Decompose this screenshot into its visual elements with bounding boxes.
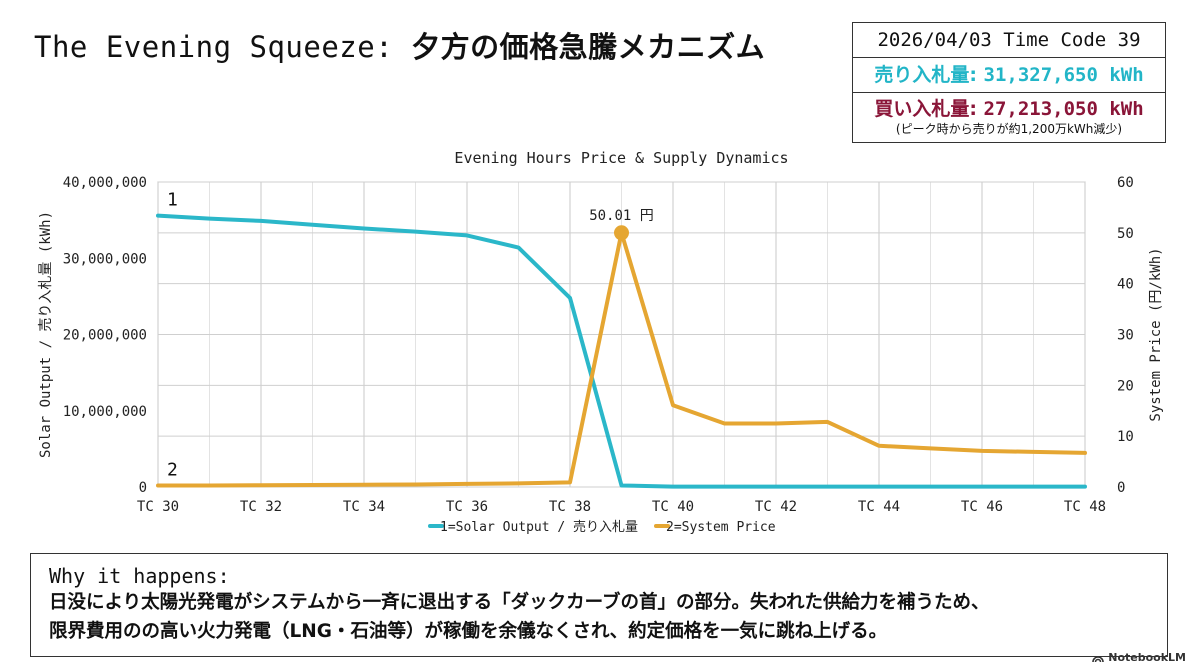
explanation-heading: Why it happens:: [49, 564, 230, 588]
explanation-box: Why it happens: 日没により太陽光発電がシステムから一斉に退出する…: [30, 553, 1168, 657]
y-left-tick-label: 30,000,000: [63, 251, 147, 267]
y-right-tick-label: 40: [1117, 277, 1134, 293]
legend-label-2: 2=System Price: [666, 520, 776, 535]
page-title-en: The Evening Squeeze:: [34, 30, 412, 64]
buy-bid-volume: 買い入札量: 27,213,050 kWh (ピーク時から売りが約1,200万k…: [853, 93, 1165, 142]
timestamp: 2026/04/03 Time Code 39: [853, 23, 1165, 58]
explanation-line-1: 日没により太陽光発電がシステムから一斉に退出する「ダックカーブの首」の部分。失わ…: [49, 592, 990, 613]
page-title: The Evening Squeeze: 夕方の価格急騰メカニズム: [34, 24, 765, 66]
y-axis-left-label: Solar Output / 売り入札量 (kWh): [38, 211, 54, 458]
y-left-tick-label: 10,000,000: [63, 404, 147, 420]
chart-title: Evening Hours Price & Supply Dynamics: [454, 149, 788, 167]
x-tick-label: TC 46: [961, 499, 1003, 515]
y-left-tick-label: 0: [139, 480, 147, 496]
x-tick-label: TC 48: [1064, 499, 1106, 515]
y-right-tick-label: 0: [1117, 480, 1125, 496]
brand-name: NotebookLM: [1108, 651, 1186, 664]
y-right-tick-label: 10: [1117, 429, 1134, 445]
x-tick-label: TC 36: [446, 499, 488, 515]
legend-label-1: 1=Solar Output / 売り入札量: [440, 519, 638, 535]
reduction-note: (ピーク時から売りが約1,200万kWh減少): [895, 122, 1123, 136]
series-marker-label-1: 1: [167, 190, 178, 211]
x-tick-label: TC 32: [240, 499, 282, 515]
y-left-tick-label: 40,000,000: [63, 175, 147, 191]
market-info-box: 2026/04/03 Time Code 39 売り入札量: 31,327,65…: [852, 22, 1166, 143]
peak-price-label: 50.01 円: [589, 208, 654, 224]
buy-bid-value: 27,213,050 kWh: [983, 98, 1144, 120]
y-axis-right-label: System Price (円/kWh): [1148, 247, 1164, 421]
x-tick-label: TC 42: [755, 499, 797, 515]
x-tick-label: TC 38: [549, 499, 591, 515]
sell-bid-label: 売り入札量:: [874, 64, 984, 86]
explanation-line-2: 限界費用のの高い火力発電（LNG・石油等）が稼働を余儀なくされ、約定価格を一気に…: [49, 621, 888, 642]
page-title-jp: 夕方の価格急騰メカニズム: [411, 30, 766, 64]
x-tick-label: TC 44: [858, 499, 900, 515]
peak-price-point: [614, 225, 629, 241]
price-supply-chart: Evening Hours Price & Supply Dynamics010…: [38, 149, 1164, 535]
y-right-tick-label: 30: [1117, 328, 1134, 344]
y-right-tick-label: 60: [1117, 175, 1134, 191]
notebooklm-logo-icon: [1092, 655, 1105, 662]
y-right-tick-label: 50: [1117, 226, 1134, 242]
sell-bid-volume: 売り入札量: 31,327,650 kWh: [853, 58, 1165, 93]
series-line-1: [156, 213, 1087, 489]
notebooklm-brand: NotebookLM: [1092, 651, 1186, 664]
x-tick-label: TC 40: [652, 499, 694, 515]
y-left-tick-label: 20,000,000: [63, 328, 147, 344]
buy-bid-label: 買い入札量:: [874, 98, 984, 120]
x-tick-label: TC 30: [137, 499, 179, 515]
y-right-tick-label: 20: [1117, 378, 1134, 394]
x-tick-label: TC 34: [343, 499, 385, 515]
sell-bid-value: 31,327,650 kWh: [983, 64, 1144, 86]
series-marker-label-2: 2: [167, 459, 178, 480]
